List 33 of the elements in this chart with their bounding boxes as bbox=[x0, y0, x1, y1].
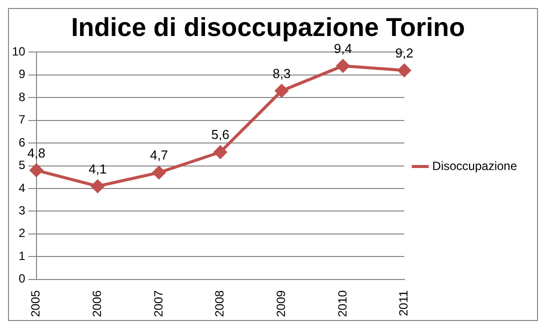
x-tick-label: 2008 bbox=[212, 290, 227, 318]
x-tick-label: 2010 bbox=[335, 290, 350, 318]
data-label: 8,3 bbox=[272, 66, 291, 81]
y-tick-label: 4 bbox=[18, 180, 26, 195]
data-label: 5,6 bbox=[211, 127, 230, 142]
point bbox=[398, 64, 411, 77]
y-tick-label: 5 bbox=[18, 158, 26, 172]
point bbox=[91, 180, 104, 193]
y-tick-label: 7 bbox=[18, 112, 26, 127]
y-tick-label: 1 bbox=[18, 248, 26, 263]
data-label: 9,4 bbox=[334, 40, 352, 56]
chart-title: Indice di disoccupazione Torino bbox=[71, 12, 465, 42]
legend-label: Disoccupazione bbox=[432, 158, 518, 173]
point bbox=[214, 146, 227, 159]
y-tick-label: 8 bbox=[18, 90, 26, 104]
y-tick-label: 10 bbox=[12, 44, 26, 59]
y-tick-label: 3 bbox=[18, 203, 26, 218]
point bbox=[152, 166, 166, 180]
data-label: 9,2 bbox=[395, 45, 414, 60]
x-tick-label: 2005 bbox=[28, 290, 43, 318]
point bbox=[336, 59, 350, 72]
x-tick-label: 2009 bbox=[274, 290, 288, 318]
x-tick-label: 2007 bbox=[151, 290, 166, 318]
y-tick-label: 0 bbox=[18, 272, 26, 286]
data-label: 4,7 bbox=[150, 148, 168, 163]
point bbox=[275, 84, 288, 98]
x-tick-label: 2006 bbox=[90, 290, 104, 318]
y-tick-label: 9 bbox=[18, 67, 26, 82]
data-label: 4,8 bbox=[27, 145, 46, 160]
y-tick-label: 6 bbox=[18, 135, 26, 150]
y-tick-label: 2 bbox=[18, 226, 26, 240]
x-tick-label: 2011 bbox=[396, 290, 411, 316]
data-label: 4,1 bbox=[88, 161, 107, 176]
